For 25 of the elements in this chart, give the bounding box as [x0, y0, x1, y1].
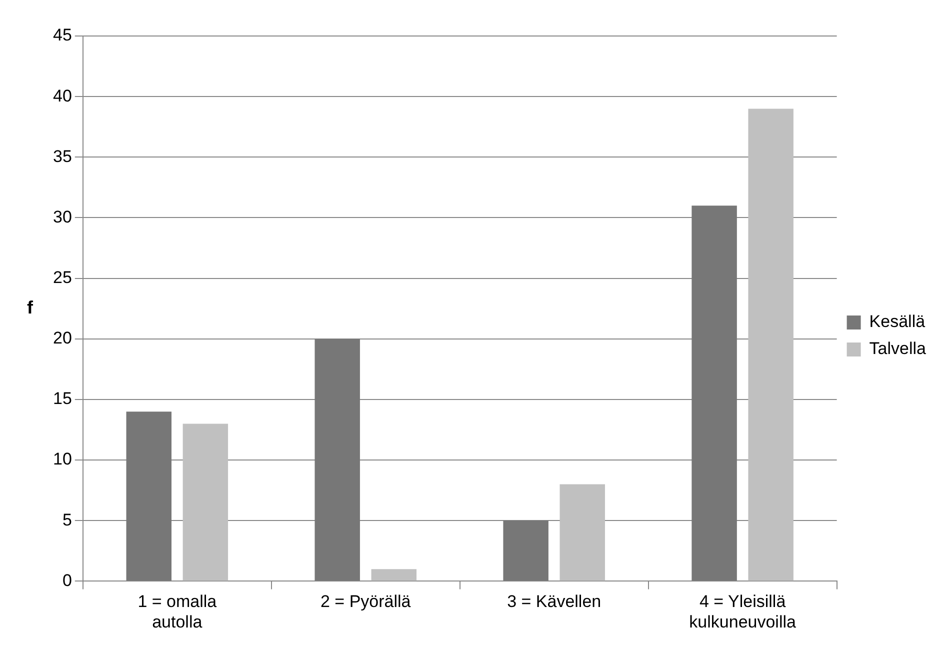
y-axis-title: f: [27, 298, 34, 318]
bar: [371, 569, 417, 581]
y-tick-label: 35: [52, 146, 72, 166]
bar: [560, 484, 605, 581]
y-tick-label: 15: [52, 389, 72, 408]
bar: [126, 412, 172, 581]
y-tick-label: 25: [52, 268, 72, 287]
legend-label: Kesällä: [869, 312, 926, 332]
bar: [314, 338, 360, 581]
y-tick-label: 5: [62, 510, 72, 530]
bar: [182, 424, 228, 581]
y-tick-label: 30: [52, 207, 72, 226]
bar: [503, 520, 548, 581]
y-tick-label: 10: [52, 450, 72, 469]
y-tick-label: 45: [52, 26, 72, 45]
y-tick-label: 40: [52, 86, 72, 106]
bar: [692, 206, 737, 581]
x-tick-label: 4 = Yleisillä kulkuneuvoilla: [689, 592, 797, 632]
legend-label: Talvella: [869, 339, 927, 358]
y-tick-label: 20: [52, 328, 72, 348]
x-tick-label: 2 = Pyörällä: [320, 592, 412, 612]
x-tick-label: 1 = omalla autolla: [138, 592, 218, 632]
x-tick-label: 3 = Kävellen: [507, 592, 602, 612]
bar: [748, 108, 794, 581]
y-tick-label: 0: [62, 570, 72, 590]
